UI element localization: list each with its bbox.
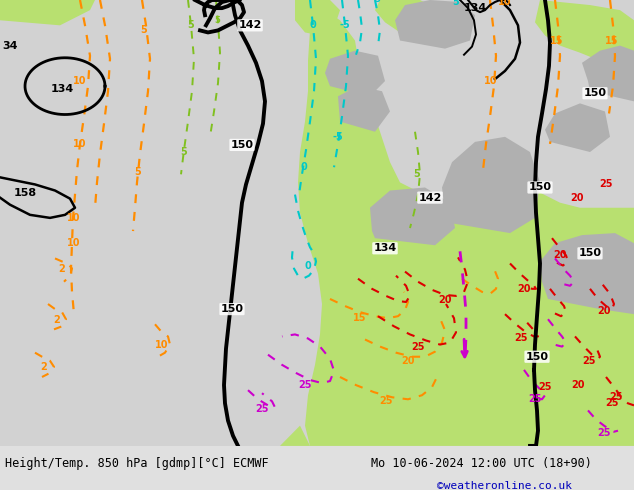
- Text: 10: 10: [67, 238, 81, 248]
- Text: 10: 10: [74, 76, 87, 86]
- Text: Mo 10-06-2024 12:00 UTC (18+90): Mo 10-06-2024 12:00 UTC (18+90): [371, 457, 592, 469]
- Polygon shape: [535, 0, 634, 66]
- Text: 2: 2: [41, 362, 48, 372]
- Text: 34: 34: [3, 41, 18, 50]
- Text: 5: 5: [453, 0, 460, 7]
- Text: 5: 5: [188, 21, 195, 30]
- Text: 20: 20: [571, 380, 585, 390]
- Text: 10: 10: [67, 213, 81, 223]
- Text: Height/Temp. 850 hPa [gdmp][°C] ECMWF: Height/Temp. 850 hPa [gdmp][°C] ECMWF: [5, 457, 269, 469]
- Text: 25: 25: [379, 396, 392, 406]
- Text: 10: 10: [498, 0, 512, 7]
- Text: 25: 25: [411, 342, 425, 352]
- Polygon shape: [582, 46, 634, 101]
- Text: -5: -5: [340, 21, 351, 30]
- Text: 25: 25: [538, 382, 552, 392]
- Text: 142: 142: [238, 21, 262, 30]
- Text: 5: 5: [413, 170, 420, 179]
- Text: 150: 150: [526, 352, 548, 362]
- Text: 150: 150: [231, 140, 254, 150]
- Polygon shape: [375, 0, 450, 35]
- Text: 5: 5: [214, 16, 220, 25]
- Text: -5: -5: [333, 132, 344, 142]
- Text: 2: 2: [54, 315, 60, 325]
- Text: 150: 150: [583, 88, 607, 98]
- Text: 20: 20: [517, 284, 531, 294]
- Text: 25: 25: [605, 398, 619, 408]
- Polygon shape: [140, 426, 310, 446]
- Text: 5: 5: [181, 147, 188, 157]
- Text: 150: 150: [221, 304, 243, 314]
- Text: 20: 20: [597, 306, 611, 316]
- Text: 158: 158: [13, 188, 37, 197]
- Polygon shape: [545, 103, 610, 152]
- Polygon shape: [295, 0, 340, 35]
- Polygon shape: [298, 0, 634, 446]
- Text: 150: 150: [529, 182, 552, 193]
- Text: 5: 5: [134, 167, 141, 177]
- Text: 134: 134: [373, 244, 397, 253]
- Text: 15: 15: [605, 36, 619, 46]
- Text: 10: 10: [484, 76, 498, 86]
- Text: 20: 20: [401, 356, 415, 366]
- Text: 15: 15: [353, 313, 366, 323]
- Text: 25: 25: [298, 380, 312, 390]
- Text: 25: 25: [256, 404, 269, 415]
- Text: 10: 10: [155, 340, 169, 349]
- Text: 2: 2: [58, 264, 65, 273]
- Polygon shape: [370, 188, 455, 245]
- Text: 0: 0: [301, 162, 307, 172]
- Polygon shape: [338, 86, 390, 132]
- Text: ©weatheronline.co.uk: ©weatheronline.co.uk: [437, 481, 573, 490]
- Text: 134: 134: [463, 3, 487, 13]
- Text: 0: 0: [309, 21, 316, 30]
- Text: 5: 5: [374, 0, 380, 4]
- Text: 134: 134: [50, 84, 74, 94]
- Text: 25: 25: [528, 394, 541, 404]
- Text: 150: 150: [578, 248, 602, 258]
- Polygon shape: [442, 137, 540, 233]
- Polygon shape: [325, 50, 385, 96]
- Text: 25: 25: [582, 356, 596, 366]
- Text: 25: 25: [599, 179, 612, 190]
- Text: 20: 20: [438, 295, 452, 305]
- Text: 142: 142: [418, 193, 442, 202]
- Text: 25: 25: [609, 392, 623, 402]
- Text: 20: 20: [570, 193, 584, 202]
- Text: 10: 10: [74, 139, 87, 149]
- Text: 15: 15: [550, 36, 564, 46]
- Text: 20: 20: [553, 250, 567, 260]
- Polygon shape: [0, 0, 95, 25]
- Text: 0: 0: [304, 261, 311, 270]
- Polygon shape: [395, 0, 475, 49]
- Text: 25: 25: [597, 428, 611, 438]
- Text: 5: 5: [141, 25, 147, 35]
- Polygon shape: [540, 233, 634, 314]
- Text: 25: 25: [514, 334, 527, 343]
